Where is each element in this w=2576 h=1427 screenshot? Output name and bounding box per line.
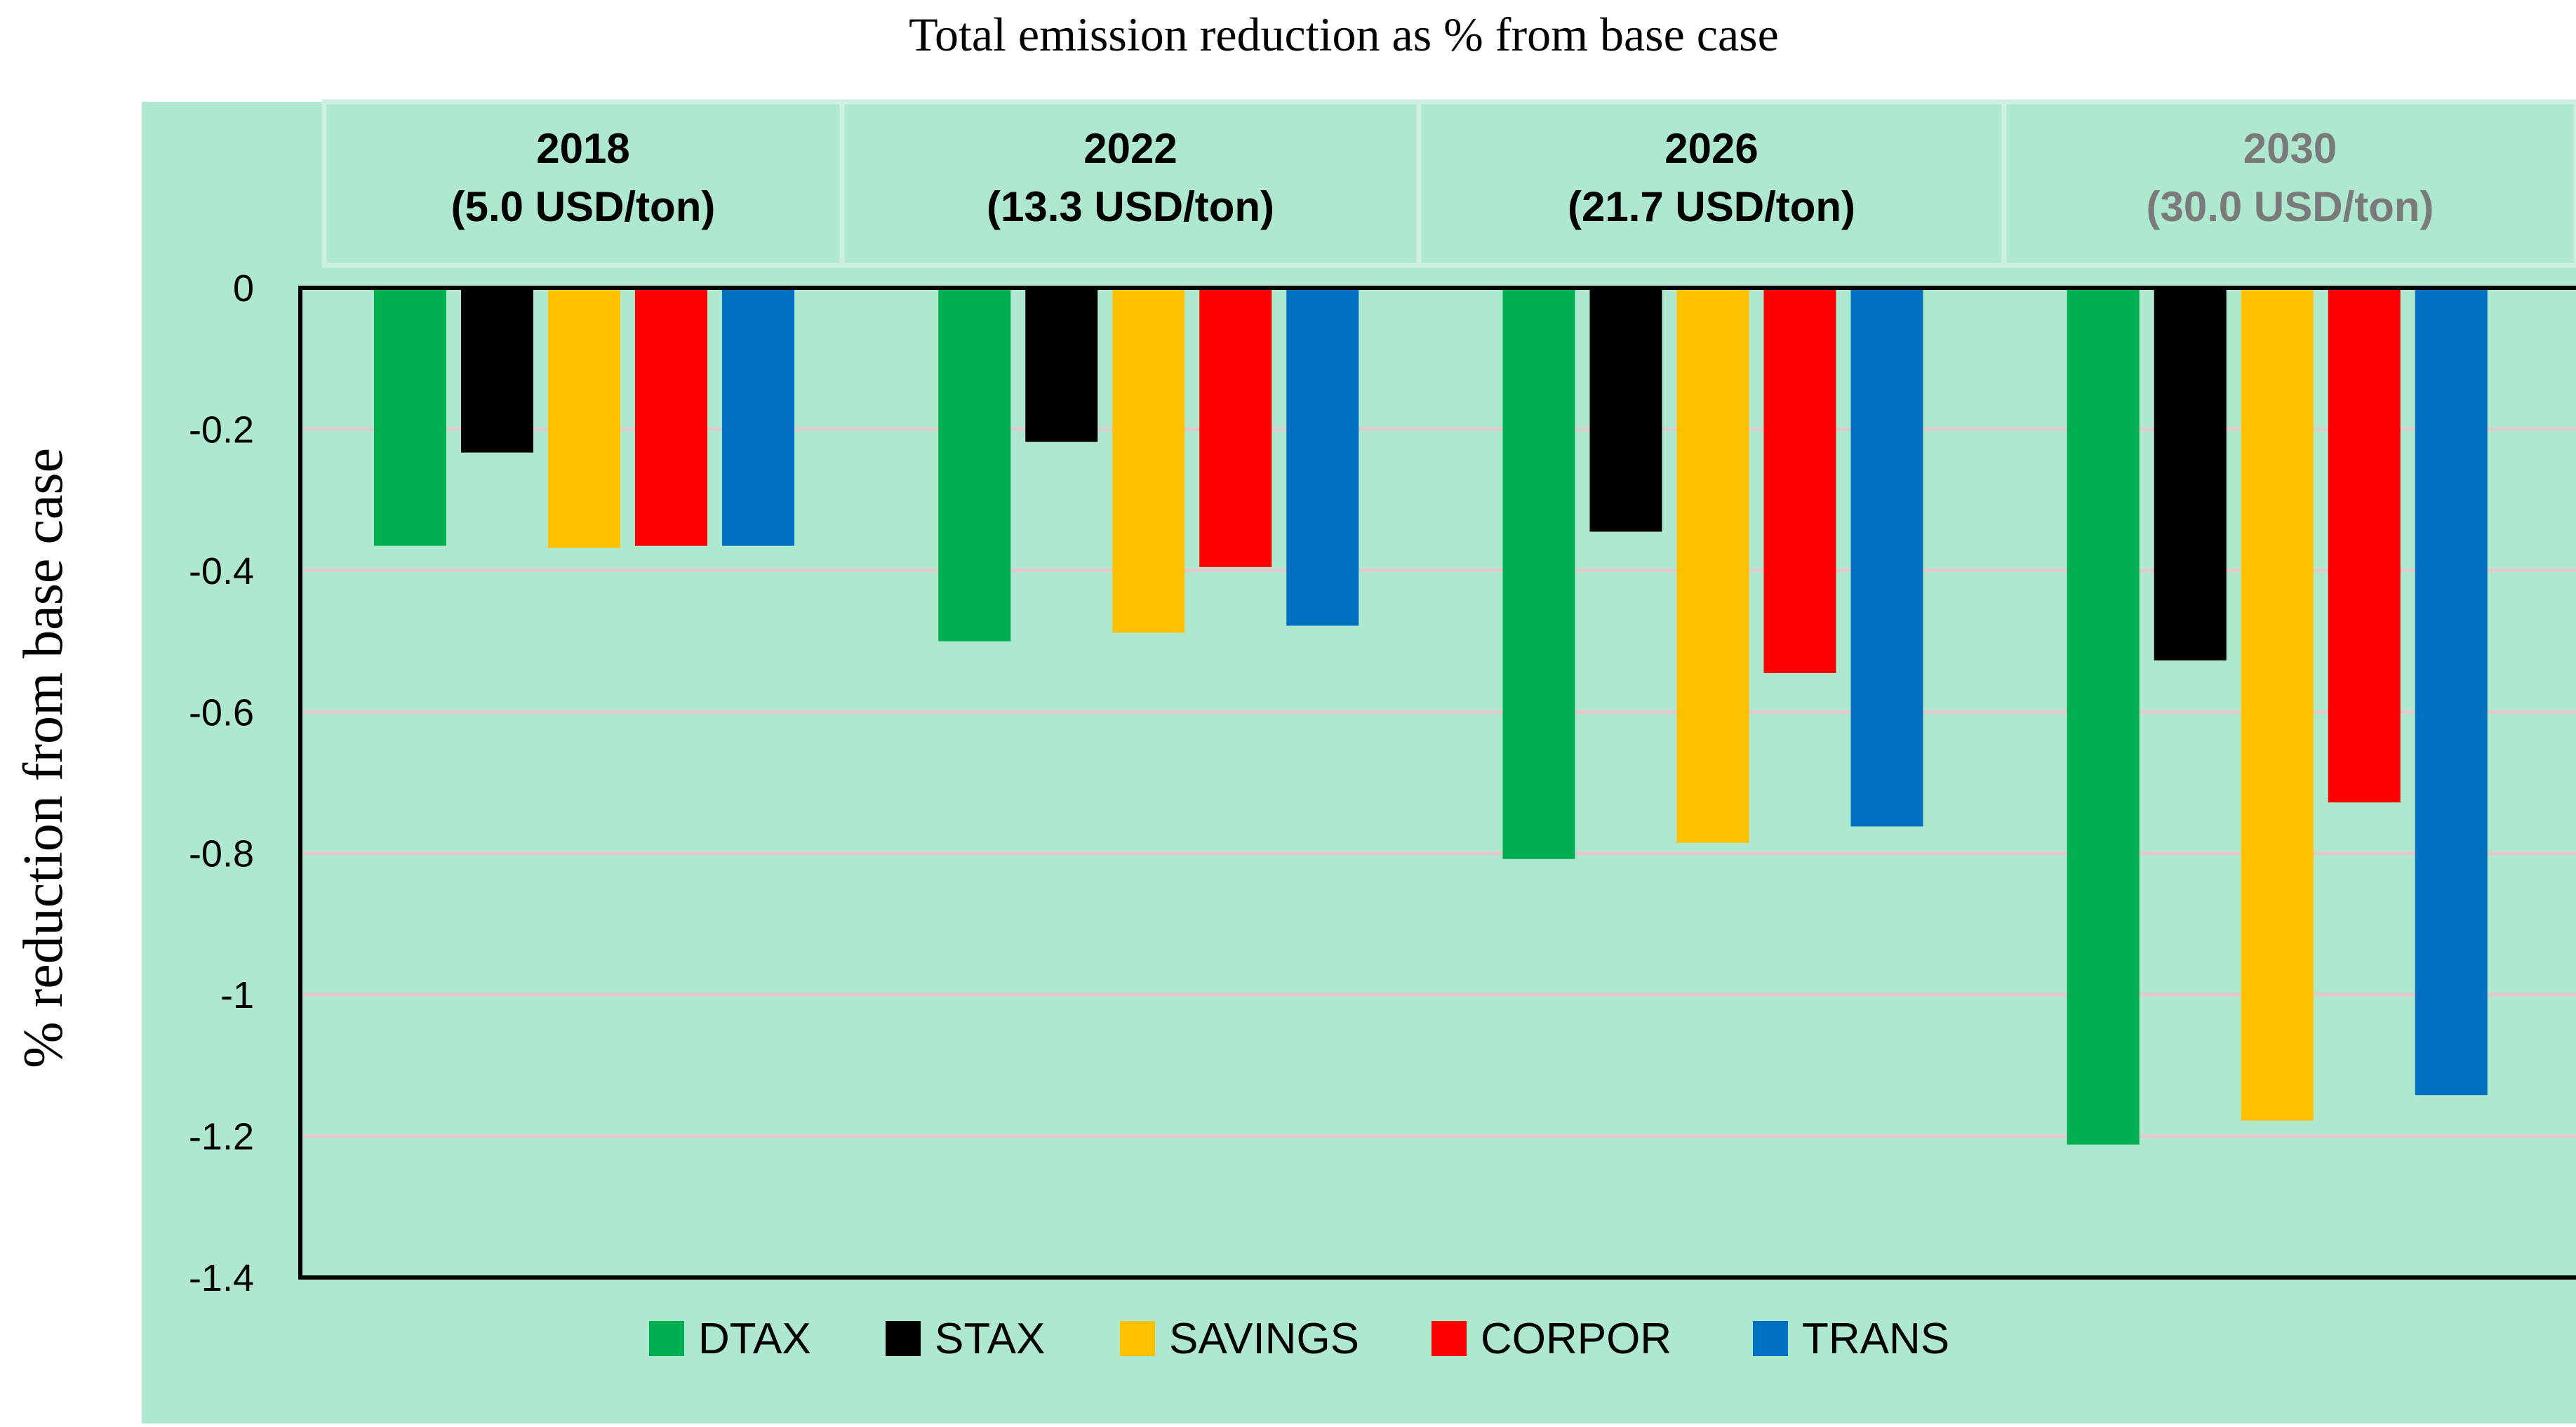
- bar-trans-2018: [722, 288, 794, 546]
- bar-dtax-2030: [2067, 288, 2140, 1145]
- bar-corpor-2030: [2328, 288, 2401, 803]
- bar-corpor-2018: [635, 288, 707, 546]
- category-header-box: [2001, 99, 2576, 268]
- legend-label-trans: TRANS: [1802, 1315, 1949, 1363]
- category-price-label: (21.7 USD/ton): [1568, 183, 1855, 230]
- y-tick-label: -1.2: [189, 1116, 254, 1158]
- legend-swatch-stax: [886, 1321, 921, 1356]
- legend-swatch-trans: [1753, 1321, 1788, 1356]
- y-tick-label: -0.6: [189, 691, 254, 734]
- category-header-box: [1416, 99, 2007, 268]
- legend-label-dtax: DTAX: [698, 1315, 811, 1363]
- y-tick-label: -0.2: [189, 409, 254, 451]
- legend-swatch-savings: [1120, 1321, 1155, 1356]
- category-header-row: 2018 (5.0 USD/ton) 2022 (13.3 USD/ton) 2026 (…: [321, 99, 2576, 268]
- category-year-label: 2022: [1083, 125, 1177, 172]
- bar-trans-2026: [1850, 288, 1923, 827]
- legend-swatch-corpor: [1432, 1321, 1467, 1356]
- category-header-box: [839, 99, 1422, 268]
- bar-stax-2026: [1589, 288, 1662, 532]
- category-year-label: 2030: [2243, 125, 2337, 172]
- bar-trans-2022: [1286, 288, 1359, 626]
- bar-trans-2030: [2415, 288, 2488, 1096]
- bar-stax-2018: [461, 288, 533, 453]
- bar-savings-2026: [1676, 288, 1749, 843]
- category-header-box: [321, 99, 845, 268]
- bar-dtax-2018: [374, 288, 446, 546]
- y-tick-label: -1: [220, 974, 254, 1016]
- legend-swatch-dtax: [649, 1321, 684, 1356]
- chart-title: Total emission reduction as % from base …: [909, 8, 1779, 61]
- category-year-label: 2018: [536, 125, 629, 172]
- bar-dtax-2026: [1502, 288, 1575, 859]
- bars: [374, 288, 2488, 1145]
- category-year-label: 2026: [1664, 125, 1758, 172]
- y-tick-label: -1.4: [189, 1257, 254, 1299]
- bar-savings-2030: [2241, 288, 2314, 1121]
- y-axis-tick-labels: 0 -0.2 -0.4 -0.6 -0.8 -1 -1.2 -1.4: [189, 267, 254, 1299]
- y-tick-label: 0: [233, 267, 254, 310]
- bar-dtax-2022: [938, 288, 1011, 642]
- legend-label-savings: SAVINGS: [1169, 1315, 1359, 1363]
- axes: [298, 286, 2576, 1280]
- legend: DTAX STAX SAVINGS CORPOR TRANS: [649, 1315, 1949, 1363]
- y-tick-label: -0.4: [189, 550, 254, 592]
- bar-stax-2030: [2154, 288, 2227, 661]
- legend-label-stax: STAX: [935, 1315, 1045, 1363]
- bar-savings-2022: [1112, 288, 1185, 633]
- bar-corpor-2022: [1199, 288, 1272, 567]
- y-axis-label: % reduction from base case: [13, 448, 74, 1068]
- bar-corpor-2026: [1763, 288, 1836, 673]
- bar-stax-2022: [1025, 288, 1098, 442]
- legend-label-corpor: CORPOR: [1481, 1315, 1671, 1363]
- bar-savings-2018: [548, 288, 620, 548]
- category-price-label: (5.0 USD/ton): [451, 183, 716, 230]
- category-price-label: (13.3 USD/ton): [987, 183, 1274, 230]
- y-tick-label: -0.8: [189, 833, 254, 875]
- category-price-label: (30.0 USD/ton): [2146, 183, 2434, 230]
